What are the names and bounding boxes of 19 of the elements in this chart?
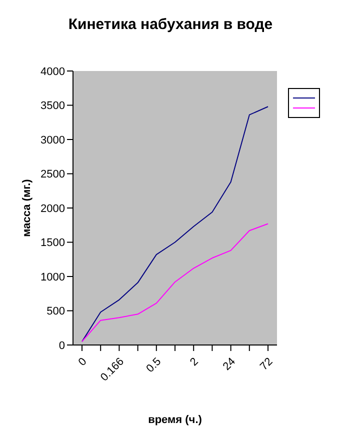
x-tick-label: 0.5 (144, 356, 164, 376)
y-tick-label: 0 (58, 340, 65, 352)
line-series (82, 106, 268, 342)
chart-title: Кинетика набухания в воде (67, 16, 274, 33)
x-tick-label: 24 (220, 356, 238, 373)
y-tick-label: 2500 (40, 168, 65, 181)
y-tick-label: 500 (46, 306, 65, 318)
y-tick-label: 2000 (40, 202, 65, 215)
x-tick-label: 72 (258, 356, 276, 373)
y-tick-label: 3500 (40, 100, 65, 112)
y-tick-label: 3000 (40, 134, 65, 146)
y-axis-title: масса (мг.) (20, 178, 33, 237)
x-tick-label: 2 (188, 356, 201, 369)
y-tick-label: 4000 (40, 66, 65, 78)
y-tick-label: 1000 (40, 271, 65, 284)
y-tick-label: 1500 (40, 237, 65, 250)
line-series (82, 223, 268, 342)
x-axis-title: время (ч.) (148, 414, 202, 426)
x-tick-label: 0 (76, 356, 90, 369)
